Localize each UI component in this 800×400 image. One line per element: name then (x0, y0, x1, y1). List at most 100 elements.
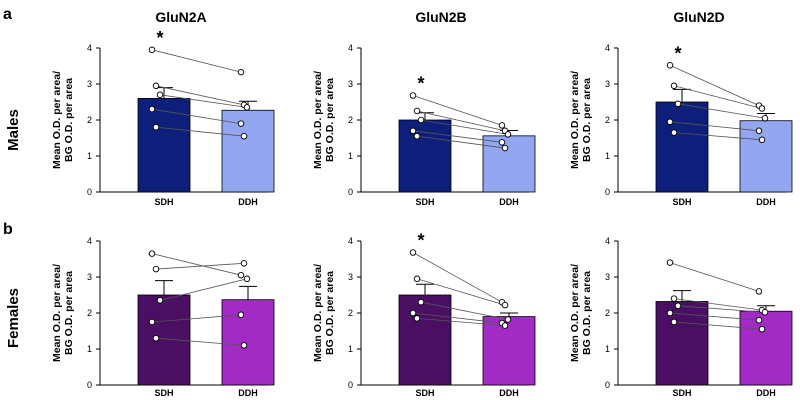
pair-line (669, 64, 760, 106)
y-tick-label: 3 (87, 272, 92, 282)
category-label: DDH (238, 197, 258, 207)
bar-sdh (137, 98, 191, 193)
pair-line (412, 95, 503, 126)
data-point-ddh (761, 309, 769, 316)
data-point-ddh (237, 68, 245, 76)
y-tick-label: 1 (348, 151, 353, 161)
pair-line (669, 262, 760, 292)
y-tick-label: 3 (87, 79, 92, 89)
category-label: DDH (499, 388, 519, 398)
significance-star: * (417, 74, 424, 94)
column-title: GluN2A (155, 9, 206, 25)
data-point-ddh (501, 322, 509, 329)
chart-males-glun2d: GluN2D Mean O.D. per area/BG O.D. per are… (569, 9, 793, 207)
category-label: SDH (672, 197, 691, 207)
y-tick-label: 4 (348, 236, 353, 246)
pair-line (412, 130, 503, 143)
pair-line (151, 49, 242, 73)
data-point-sdh (674, 302, 682, 310)
data-point-ddh (758, 105, 766, 112)
data-point-ddh (237, 311, 245, 319)
bar-ddh (221, 299, 275, 386)
pair-line (673, 132, 763, 141)
charts-group: GluN2A Mean O.D. per area/BG O.D. per are… (51, 9, 793, 398)
pair-line (155, 126, 245, 137)
pair-line (677, 103, 766, 119)
category-label: SDH (154, 388, 173, 398)
y-axis-label: Mean O.D. per area/ (51, 71, 63, 169)
data-point-ddh (755, 127, 763, 135)
pair-line (412, 252, 503, 303)
data-point-sdh (666, 118, 674, 126)
y-tick-label: 4 (605, 43, 610, 53)
data-point-sdh (156, 91, 164, 99)
pair-line (151, 108, 242, 124)
data-point-sdh (670, 318, 678, 326)
y-tick-label: 4 (605, 236, 610, 246)
category-label: SDH (672, 388, 691, 398)
data-point-ddh (758, 325, 766, 333)
y-axis-label: BG O.D. per area (581, 78, 593, 162)
data-point-sdh (148, 318, 156, 326)
y-tick-label: 0 (348, 187, 353, 197)
data-point-sdh (152, 123, 160, 131)
data-point-ddh (758, 136, 766, 144)
category-label: DDH (238, 388, 258, 398)
data-point-sdh (674, 100, 682, 108)
data-point-sdh (409, 309, 417, 317)
y-tick-label: 0 (348, 380, 353, 390)
data-point-ddh (504, 131, 512, 138)
pair-line (151, 314, 242, 323)
data-point-sdh (152, 82, 160, 90)
y-tick-label: 1 (605, 344, 610, 354)
row-label-females: Females (5, 288, 22, 348)
data-point-sdh (417, 116, 425, 124)
pair-line (155, 262, 245, 270)
y-axis-label: BG O.D. per area (324, 78, 336, 162)
y-tick-label: 3 (348, 79, 353, 89)
panel-letter-a: a (3, 6, 12, 23)
data-point-ddh (240, 132, 248, 140)
y-tick-label: 3 (348, 272, 353, 282)
y-tick-label: 0 (87, 187, 92, 197)
pair-line (159, 94, 248, 108)
pair-line (416, 110, 506, 132)
pair-line (673, 321, 763, 330)
category-label: SDH (415, 388, 434, 398)
y-axis-label: BG O.D. per area (63, 78, 75, 162)
data-point-ddh (501, 144, 509, 152)
y-tick-label: 4 (348, 43, 353, 53)
y-tick-label: 1 (87, 344, 92, 354)
data-point-sdh (409, 92, 417, 99)
data-point-sdh (152, 334, 160, 342)
pair-line (673, 298, 763, 311)
bar-ddh (739, 310, 793, 386)
data-point-sdh (409, 127, 417, 135)
pair-line (669, 312, 760, 321)
y-axis-label: Mean O.D. per area/ (569, 71, 581, 169)
data-point-ddh (237, 120, 245, 127)
bar-sdh (398, 119, 452, 193)
category-label: SDH (154, 197, 173, 207)
y-tick-label: 4 (87, 236, 92, 246)
pair-line (159, 278, 248, 301)
y-tick-label: 3 (605, 272, 610, 282)
data-point-sdh (148, 46, 156, 54)
data-point-ddh (755, 288, 763, 295)
data-point-sdh (148, 250, 156, 257)
data-point-sdh (413, 315, 421, 322)
data-point-sdh (666, 309, 674, 317)
data-point-ddh (498, 139, 506, 146)
category-label: DDH (756, 388, 776, 398)
pair-line (416, 135, 506, 149)
y-tick-label: 2 (348, 308, 353, 318)
y-tick-label: 3 (605, 79, 610, 89)
data-point-sdh (152, 265, 160, 273)
y-tick-label: 2 (87, 115, 92, 125)
pair-line (416, 278, 506, 306)
category-label: SDH (415, 197, 434, 207)
significance-star: * (417, 231, 424, 251)
data-point-sdh (413, 107, 421, 115)
data-point-sdh (156, 297, 164, 304)
pair-line (673, 85, 763, 109)
